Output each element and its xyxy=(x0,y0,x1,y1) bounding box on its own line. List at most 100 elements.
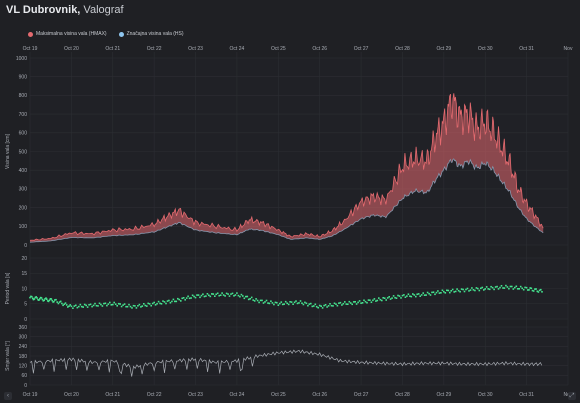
scatter-point-period xyxy=(231,292,234,295)
scatter-point-period xyxy=(397,294,399,297)
scatter-point-period xyxy=(286,302,288,305)
y-tick-label: 180 xyxy=(19,354,28,360)
scatter-point-period xyxy=(290,301,293,303)
x-tick-label-bottom: Oct 29 xyxy=(436,392,451,398)
scatter-point-period xyxy=(512,288,515,290)
scatter-point-period xyxy=(112,303,114,306)
scatter-point-period xyxy=(262,302,265,304)
scatter-point-period xyxy=(505,284,507,287)
scatter-point-period xyxy=(264,301,266,303)
scatter-point-period xyxy=(349,302,352,304)
scatter-point-period xyxy=(351,303,353,306)
scatter-point-period xyxy=(315,305,318,308)
scatter-point-period xyxy=(55,298,57,301)
y-tick-label: 0 xyxy=(24,383,27,389)
scatter-point-period xyxy=(137,305,139,307)
scatter-point-period xyxy=(440,292,442,294)
scatter-point-period xyxy=(73,305,76,307)
scatter-point-period xyxy=(64,302,67,304)
scatter-point-period xyxy=(398,295,401,297)
y-tick-label: 15 xyxy=(21,271,27,277)
y-tick-label: 400 xyxy=(19,168,28,174)
scatter-point-period xyxy=(456,288,458,290)
y-tick-label: 600 xyxy=(19,131,28,137)
scatter-point-period xyxy=(110,304,113,306)
scatter-point-period xyxy=(117,302,120,305)
scatter-point-period xyxy=(234,294,237,296)
scatter-point-period xyxy=(216,292,219,295)
scatter-point-period xyxy=(94,302,96,305)
scatter-point-period xyxy=(407,293,410,295)
scatter-point-period xyxy=(109,301,111,304)
scatter-point-period xyxy=(361,302,364,304)
scatter-point-period xyxy=(30,295,32,298)
y-tick-label: 500 xyxy=(19,149,28,155)
scatter-point-period xyxy=(499,286,501,289)
scatter-point-period xyxy=(76,306,79,309)
scatter-point-period xyxy=(358,300,361,302)
scatter-point-period xyxy=(304,301,306,304)
y-tick-label: 100 xyxy=(19,224,28,230)
legend-item-hs[interactable]: Značajna visina vala (HS) xyxy=(118,31,184,37)
y-tick-label: 240 xyxy=(19,344,28,350)
y-tick-label: 700 xyxy=(19,112,28,118)
scatter-point-period xyxy=(101,305,104,307)
y-tick-label: 0 xyxy=(24,317,27,323)
x-tick-label-top: Oct 25 xyxy=(271,46,286,52)
x-tick-label-bottom: Oct 28 xyxy=(395,392,410,398)
scatter-point-period xyxy=(323,304,325,307)
scatter-point-period xyxy=(120,305,123,308)
scatter-point-period xyxy=(128,303,130,306)
x-tick-label-bottom: Oct 22 xyxy=(147,392,162,398)
title-instrument: Valograf xyxy=(80,4,124,16)
scatter-point-period xyxy=(36,297,38,299)
scatter-point-period xyxy=(502,287,504,289)
scatter-point-period xyxy=(160,303,163,305)
x-tick-label-top: Oct 20 xyxy=(64,46,79,52)
scatter-point-period xyxy=(443,290,445,293)
scatter-point-period xyxy=(107,303,110,305)
scatter-point-period xyxy=(132,304,135,307)
scatter-point-period xyxy=(381,299,383,302)
scatter-point-period xyxy=(295,300,297,302)
scatter-point-period xyxy=(536,290,539,293)
scatter-point-period xyxy=(144,304,147,307)
x-tick-label-bottom: Oct 19 xyxy=(23,392,38,398)
scatter-point-period xyxy=(265,299,268,302)
scatter-point-period xyxy=(459,290,461,293)
scatter-point-period xyxy=(457,289,460,292)
scatter-point-period xyxy=(521,287,523,290)
scatter-point-period xyxy=(333,302,336,305)
scatter-point-period xyxy=(270,300,272,302)
resize-icon[interactable]: ⤢ xyxy=(568,392,576,400)
scatter-point-period xyxy=(193,295,195,298)
scatter-point-period xyxy=(363,299,365,302)
scatter-point-period xyxy=(475,287,478,289)
scatter-point-period xyxy=(317,306,319,309)
scatter-point-period xyxy=(400,297,402,299)
scatter-point-period xyxy=(199,296,201,299)
scatter-point-period xyxy=(299,300,302,302)
scatter-point-period xyxy=(222,294,225,296)
scatter-point-period xyxy=(293,301,296,304)
chevron-left-icon[interactable]: ‹ xyxy=(4,392,12,400)
scatter-point-period xyxy=(355,303,358,305)
series-line-direction xyxy=(29,349,543,377)
scatter-point-period xyxy=(78,305,80,308)
scatter-point-period xyxy=(454,290,457,293)
scatter-point-period xyxy=(320,305,322,307)
y-tick-label: 300 xyxy=(19,187,28,193)
scatter-point-period xyxy=(68,305,70,307)
scatter-point-period xyxy=(364,300,367,303)
scatter-point-period xyxy=(138,303,141,306)
scatter-point-period xyxy=(379,298,382,301)
x-tick-label-top: Oct 27 xyxy=(354,46,369,52)
scatter-point-period xyxy=(185,297,188,299)
scatter-point-period xyxy=(313,305,315,307)
x-tick-label-bottom: Oct 30 xyxy=(478,392,493,398)
scatter-point-period xyxy=(181,297,183,300)
legend-item-hmax[interactable]: Maksimalna visina vala (HMAX) xyxy=(28,31,107,37)
scatter-point-period xyxy=(415,295,417,298)
scatter-point-period xyxy=(474,289,476,292)
scatter-point-period xyxy=(435,291,438,294)
